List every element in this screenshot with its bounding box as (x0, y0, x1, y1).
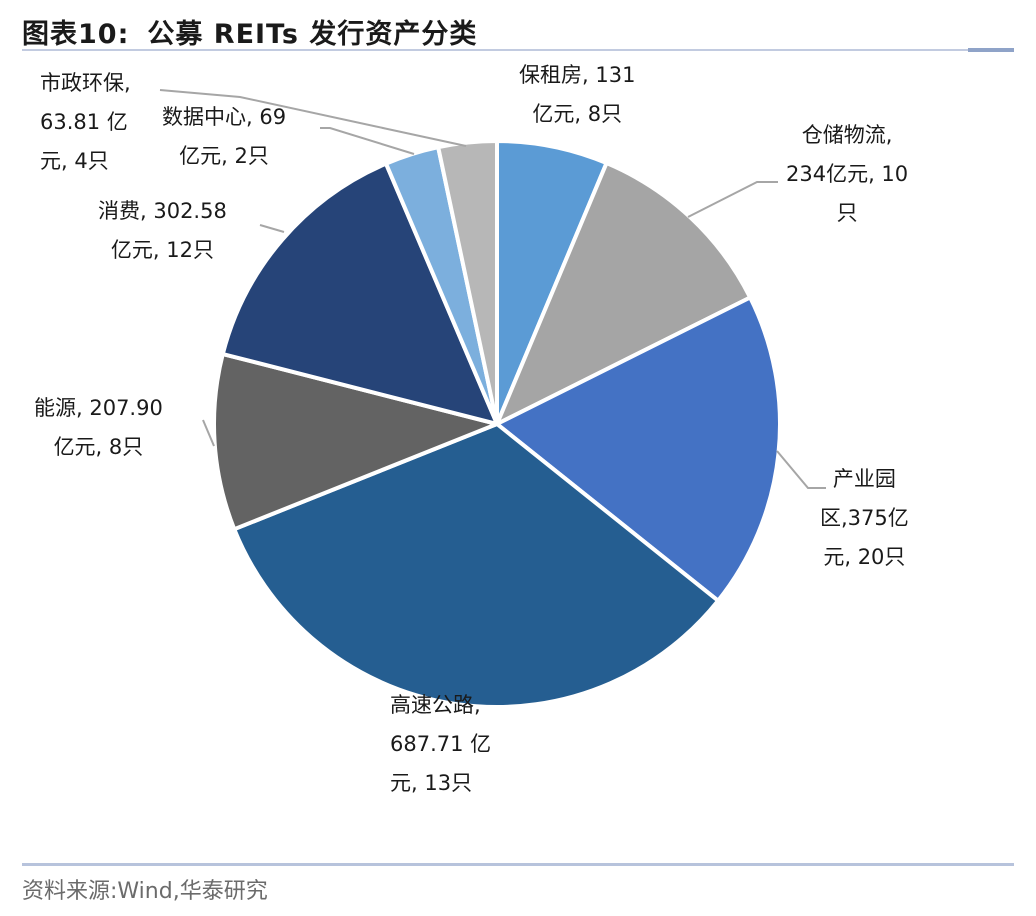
leader-line-xiaofei (259, 224, 285, 233)
pie-slice-8 (436, 139, 499, 426)
slice-label-line: 亿元, 8只 (532, 102, 623, 126)
slice-label-shujuzhongxin: 数据中心, 69 亿元, 2只 (162, 98, 286, 176)
leader-line-shizheng (159, 89, 467, 147)
slice-label-nengyuan: 能源, 207.90 亿元, 8只 (34, 389, 163, 467)
slice-label-cangchu: 仓储物流, 234亿元, 10 只 (786, 116, 908, 233)
pie-slice-4 (232, 422, 721, 709)
slice-label-line: 消费, 302.58 (98, 199, 227, 223)
chart-title: 图表10: 公募 REITs 发行资产分类 (22, 12, 477, 51)
slice-label-line: 亿元, 2只 (179, 144, 269, 168)
slice-label-line: 区,375亿 (820, 506, 909, 530)
title-divider-accent (968, 48, 1014, 52)
slice-label-line: 元, 13只 (390, 771, 473, 795)
slice-label-line: 只 (836, 201, 858, 225)
slice-label-gaosugonglu: 高速公路, 687.71 亿 元, 13只 (390, 686, 491, 803)
slice-label-line: 仓储物流, (801, 123, 893, 147)
slice-label-line: 亿元, 12只 (110, 238, 214, 262)
pie-slice-6 (220, 161, 499, 426)
slice-label-line: 高速公路, (390, 693, 481, 717)
slice-label-line: 保租房, 131 (519, 63, 636, 87)
slice-label-baozufang: 保租房, 131 亿元, 8只 (519, 56, 635, 134)
slice-label-line: 能源, 207.90 (34, 396, 163, 420)
slice-label-line: 元, 20只 (823, 545, 906, 569)
slice-label-line: 市政环保, (40, 71, 131, 95)
slice-label-line: 元, 4只 (40, 149, 109, 173)
slice-label-line: 234亿元, 10 (786, 162, 909, 186)
title-divider (22, 49, 968, 51)
slice-label-line: 亿元, 8只 (53, 435, 144, 459)
leader-line-shuju (320, 127, 415, 155)
leader-line-nengyuan (202, 419, 215, 447)
leader-lines (159, 89, 826, 489)
pie-slice-2 (495, 161, 753, 426)
pie-slice-1 (495, 139, 609, 426)
footer-divider (22, 863, 1014, 866)
slice-label-line: 产业园 (832, 467, 896, 491)
source-note: 资料来源:Wind,华泰研究 (22, 879, 268, 904)
pie-slices (212, 139, 782, 709)
leader-line-cangchu (687, 181, 778, 218)
pie-slice-5 (212, 352, 499, 532)
slice-label-line: 63.81 亿 (40, 110, 128, 134)
slice-label-line: 数据中心, 69 (162, 105, 287, 129)
slice-label-chanyeyuanqu: 产业园 区,375亿 元, 20只 (820, 460, 909, 577)
slice-label-xiaofei: 消费, 302.58 亿元, 12只 (98, 192, 227, 270)
leader-line-chanyeyuanqu (776, 450, 826, 489)
figure-title: 公募 REITs 发行资产分类 (147, 19, 478, 50)
slice-label-shizhenghuanbao: 市政环保, 63.81 亿 元, 4只 (40, 64, 131, 181)
slice-label-line: 687.71 亿 (390, 732, 492, 756)
figure-number: 图表10: (22, 19, 130, 50)
